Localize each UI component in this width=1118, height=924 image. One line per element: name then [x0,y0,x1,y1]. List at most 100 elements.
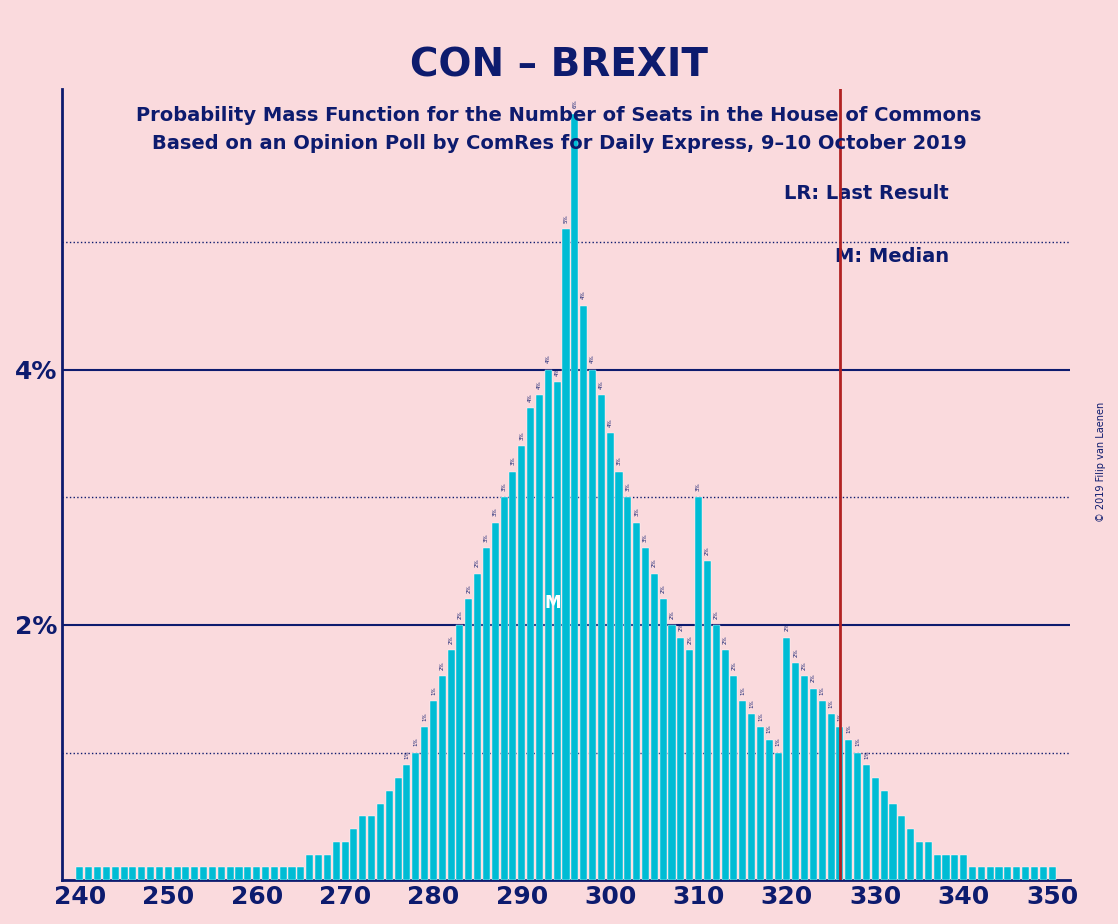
Bar [413,752,419,881]
Bar [368,816,375,881]
Bar [155,868,163,881]
Bar [934,855,940,881]
Bar [1022,868,1029,881]
Text: M: M [544,594,561,612]
Text: 2%: 2% [722,636,728,644]
Bar [421,727,428,881]
Bar [483,548,490,881]
Bar [669,625,675,881]
Text: 4%: 4% [590,355,595,363]
Text: © 2019 Filip van Laenen: © 2019 Filip van Laenen [1097,402,1106,522]
Bar [818,701,826,881]
Bar [721,650,729,881]
Bar [262,868,269,881]
Text: 4%: 4% [581,291,586,299]
Bar [793,663,799,881]
Bar [395,778,401,881]
Bar [288,868,295,881]
Bar [139,868,145,881]
Text: 3%: 3% [625,482,631,491]
Bar [227,868,234,881]
Bar [280,868,286,881]
Text: CON – BREXIT: CON – BREXIT [410,46,708,84]
Bar [642,548,650,881]
Bar [881,791,888,881]
Text: 3%: 3% [616,456,622,466]
Bar [784,638,790,881]
Text: 2%: 2% [713,610,719,618]
Bar [306,855,313,881]
Bar [907,829,915,881]
Bar [182,868,189,881]
Bar [94,868,101,881]
Text: LR: Last Result: LR: Last Result [784,184,949,203]
Text: 5%: 5% [563,214,568,223]
Bar [598,395,605,881]
Bar [580,306,587,881]
Text: 2%: 2% [475,559,480,567]
Text: 3%: 3% [634,508,639,517]
Text: 2%: 2% [661,584,665,593]
Bar [757,727,764,881]
Bar [544,370,552,881]
Bar [333,842,340,881]
Bar [404,765,410,881]
Bar [173,868,181,881]
Bar [730,676,738,881]
Bar [527,408,534,881]
Text: 1%: 1% [837,712,843,721]
Bar [660,600,666,881]
Text: 4%: 4% [608,419,613,427]
Bar [589,370,596,881]
Bar [969,868,976,881]
Text: 1%: 1% [405,750,409,759]
Text: 2%: 2% [794,648,798,657]
Text: 3%: 3% [484,533,489,542]
Text: 1%: 1% [819,687,825,695]
Text: 4%: 4% [555,368,560,376]
Text: 2%: 2% [688,636,692,644]
Bar [510,472,517,881]
Text: 1%: 1% [749,699,754,708]
Bar [324,855,331,881]
Bar [536,395,543,881]
Bar [616,472,623,881]
Bar [359,816,367,881]
Text: 4%: 4% [599,380,604,389]
Text: 2%: 2% [802,661,807,670]
Text: Probability Mass Function for the Number of Seats in the House of Commons: Probability Mass Function for the Number… [136,106,982,126]
Bar [942,855,949,881]
Bar [553,383,560,881]
Bar [571,115,578,881]
Text: 2%: 2% [785,623,789,631]
Bar [695,497,702,881]
Bar [712,625,720,881]
Bar [607,433,614,881]
Bar [987,868,994,881]
Bar [85,868,93,881]
Bar [474,574,481,881]
Text: 2%: 2% [448,636,454,644]
Bar [916,842,923,881]
Text: 2%: 2% [670,610,674,618]
Bar [748,714,755,881]
Text: M: Median: M: Median [835,247,949,266]
Text: 1%: 1% [776,737,780,747]
Text: 4%: 4% [528,393,533,402]
Bar [995,868,1003,881]
Text: 1%: 1% [423,712,427,721]
Text: 1%: 1% [767,724,771,734]
Bar [430,701,437,881]
Text: 3%: 3% [502,482,506,491]
Bar [854,752,861,881]
Bar [350,829,358,881]
Bar [890,804,897,881]
Bar [297,868,304,881]
Bar [438,676,446,881]
Text: 2%: 2% [731,661,737,670]
Text: Based on an Opinion Poll by ComRes for Daily Express, 9–10 October 2019: Based on an Opinion Poll by ComRes for D… [152,134,966,153]
Text: 2%: 2% [811,674,816,682]
Bar [1040,868,1046,881]
Bar [624,497,632,881]
Text: 6%: 6% [572,100,577,108]
